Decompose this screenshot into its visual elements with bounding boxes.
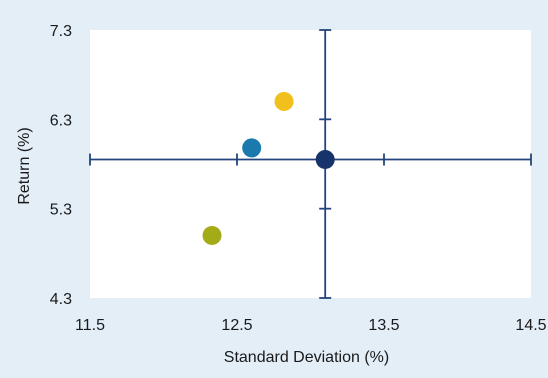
- x-axis-ticks: 11.5 12.5 13.5 14.5: [75, 317, 547, 334]
- y-axis-label: Return (%): [16, 127, 33, 204]
- data-point-1: [274, 91, 294, 111]
- plot-area: [90, 30, 531, 298]
- data-point-4: [202, 225, 222, 245]
- y-tick-label: 6.3: [50, 112, 72, 129]
- x-tick-label: 11.5: [75, 317, 105, 334]
- x-axis-label: Standard Deviation (%): [224, 349, 389, 366]
- y-tick-label: 5.3: [50, 202, 72, 219]
- y-axis-ticks: 4.3 5.3 6.3 7.3: [50, 23, 72, 308]
- y-tick-label: 7.3: [50, 23, 72, 40]
- y-tick-label: 4.3: [50, 291, 72, 308]
- x-tick-label: 14.5: [515, 317, 546, 334]
- data-point-2: [242, 138, 262, 158]
- x-tick-label: 12.5: [221, 317, 252, 334]
- x-tick-label: 13.5: [368, 317, 399, 334]
- data-points: [202, 91, 335, 245]
- data-point-3: [315, 150, 335, 170]
